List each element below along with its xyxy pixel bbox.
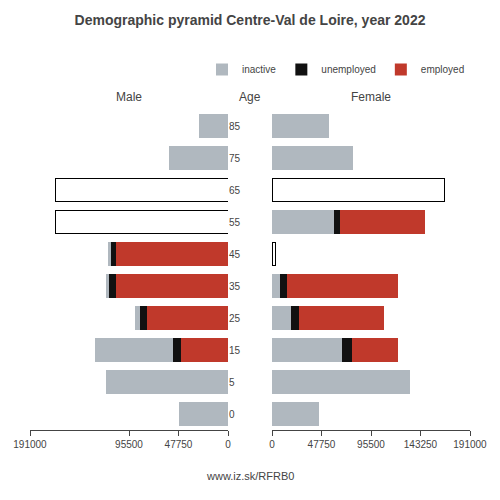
svg-text:unemployed: unemployed — [321, 64, 375, 75]
svg-text:Female: Female — [351, 90, 391, 104]
svg-text:47750: 47750 — [308, 439, 336, 450]
svg-text:55: 55 — [229, 217, 241, 228]
svg-text:www.iz.sk/RFRB0: www.iz.sk/RFRB0 — [206, 470, 294, 482]
svg-text:Age: Age — [239, 90, 261, 104]
svg-text:47750: 47750 — [165, 439, 193, 450]
svg-text:employed: employed — [421, 64, 464, 75]
svg-text:15: 15 — [229, 345, 241, 356]
svg-text:inactive: inactive — [242, 64, 276, 75]
svg-text:0: 0 — [229, 409, 235, 420]
svg-text:45: 45 — [229, 249, 241, 260]
svg-text:0: 0 — [225, 439, 231, 450]
svg-text:191000: 191000 — [453, 439, 487, 450]
svg-text:0: 0 — [269, 439, 275, 450]
svg-text:95500: 95500 — [115, 439, 143, 450]
svg-text:95500: 95500 — [357, 439, 385, 450]
svg-text:65: 65 — [229, 185, 241, 196]
svg-text:191000: 191000 — [13, 439, 47, 450]
svg-text:75: 75 — [229, 153, 241, 164]
svg-text:Demographic pyramid Centre-Val: Demographic pyramid Centre-Val de Loire,… — [75, 12, 426, 28]
svg-text:25: 25 — [229, 313, 241, 324]
svg-text:85: 85 — [229, 121, 241, 132]
svg-text:5: 5 — [229, 377, 235, 388]
svg-text:143250: 143250 — [404, 439, 438, 450]
svg-text:Male: Male — [116, 90, 142, 104]
svg-text:35: 35 — [229, 281, 241, 292]
